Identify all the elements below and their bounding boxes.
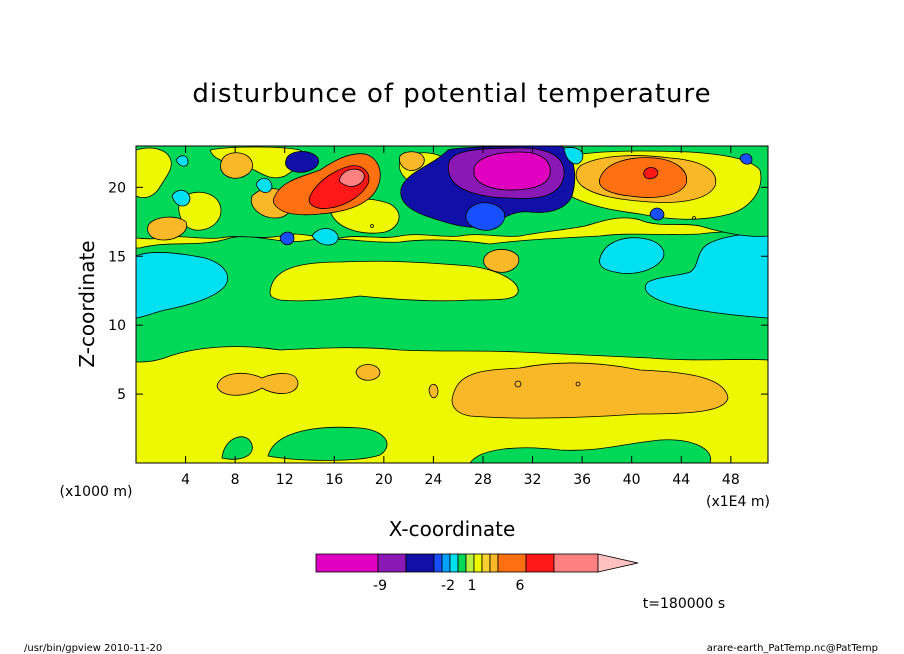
- y-axis-label: Z-coordinate: [75, 240, 99, 367]
- y-axis-unit: (x1000 m): [60, 484, 133, 500]
- x-tick-label: 20: [375, 472, 393, 488]
- region-yellow-upper-1: [136, 147, 172, 199]
- region-lightorange-4: [483, 249, 520, 273]
- x-tick-label: 4: [181, 472, 190, 488]
- colorbar-swatch: [449, 553, 459, 573]
- region-blue-med: [465, 202, 506, 231]
- region-cyan-small-2: [255, 177, 273, 193]
- region-blue-small-1: [285, 151, 320, 173]
- y-tick-label: 20: [108, 180, 126, 196]
- x-tick-label: 40: [623, 472, 641, 488]
- x-axis-ticks: 4 8 12 16 20 24 28 32 36 40 44 48: [181, 146, 740, 488]
- region-green-low-3: [469, 439, 711, 463]
- region-orange-mid-4: [428, 383, 439, 399]
- x-axis-unit: (x1E4 m): [706, 494, 770, 510]
- contour-detail-1: [514, 380, 522, 388]
- region-cyan-right: [644, 231, 768, 319]
- y-tick-label: 10: [108, 318, 126, 334]
- colorbar-swatch: [441, 553, 451, 573]
- x-tick-label: 24: [424, 472, 442, 488]
- colorbar-swatch: [405, 553, 435, 573]
- x-tick-label: 12: [276, 472, 294, 488]
- x-tick-label: 36: [573, 472, 591, 488]
- region-cyan-small-1: [171, 189, 191, 207]
- region-cyan-small-4: [175, 155, 189, 167]
- region-magenta-core: [473, 151, 551, 191]
- region-cyan-small-3: [311, 228, 339, 246]
- colorbar-swatch: [553, 553, 599, 573]
- colorbar-swatch: [465, 553, 475, 573]
- colorbar-tick-label: 1: [468, 578, 477, 594]
- x-axis-label: X-coordinate: [389, 517, 516, 541]
- colorbar-swatch: [315, 553, 379, 573]
- heatmap-area: [136, 146, 768, 463]
- region-green-low-2: [221, 436, 253, 460]
- footer-right: arare-earth_PatTemp.nc@PatTemp: [707, 643, 878, 654]
- x-tick-label: 8: [231, 472, 240, 488]
- region-blue-small-2: [279, 231, 295, 246]
- chart-title: disturbunce of potential temperature: [192, 79, 711, 109]
- region-blue-small-3: [649, 207, 665, 221]
- colorbar-swatch: [473, 553, 483, 573]
- region-cyan-right-2: [599, 237, 665, 274]
- colorbar-swatch: [377, 553, 407, 573]
- colorbar-swatch: [433, 553, 443, 573]
- colorbar-tick-label: 6: [516, 578, 525, 594]
- plot-frame: [135, 145, 769, 464]
- region-orange-mid-1: [451, 362, 729, 419]
- contour-detail-2: [575, 381, 581, 387]
- region-orange-core-right: [598, 157, 688, 198]
- colorbar-tick-label: -9: [373, 578, 387, 594]
- region-cyan-small-5: [563, 147, 584, 165]
- region-orange-mid-3: [355, 364, 381, 381]
- region-yellow-in-band: [269, 260, 519, 302]
- region-lightorange-5: [399, 151, 425, 171]
- region-blue-small-4: [739, 153, 753, 165]
- region-red-core-right: [643, 167, 659, 180]
- time-label: t=180000 s: [643, 596, 725, 612]
- footer-left: /usr/bin/gpview 2010-11-20: [24, 643, 162, 654]
- colorbar-swatch: [457, 553, 467, 573]
- colorbar-arrow: [597, 553, 639, 573]
- region-green-low-1: [267, 426, 388, 461]
- colorbar: [315, 553, 639, 573]
- x-tick-label: 48: [722, 472, 740, 488]
- contour-detail-3: [692, 216, 696, 220]
- colorbar-swatch: [525, 553, 555, 573]
- region-orange-mid-2: [216, 372, 299, 396]
- region-lightorange-2: [220, 152, 254, 179]
- y-tick-label: 5: [117, 387, 126, 403]
- region-lightorange-3: [147, 216, 188, 241]
- region-pink-core-left: [339, 168, 365, 187]
- colorbar-swatch: [489, 553, 499, 573]
- colorbar-swatch: [481, 553, 491, 573]
- region-cyan-left: [136, 251, 229, 319]
- colorbar-labels: -9 -2 1 6: [373, 578, 525, 594]
- colorbar-swatch: [497, 553, 527, 573]
- x-tick-label: 16: [325, 472, 343, 488]
- y-axis-ticks: 5 10 15 20: [108, 180, 768, 403]
- colorbar-tick-label: -2: [441, 578, 455, 594]
- x-tick-label: 44: [672, 472, 690, 488]
- x-tick-label: 32: [524, 472, 542, 488]
- contour-detail-4: [370, 224, 374, 228]
- x-tick-label: 28: [474, 472, 492, 488]
- y-tick-label: 15: [108, 249, 126, 265]
